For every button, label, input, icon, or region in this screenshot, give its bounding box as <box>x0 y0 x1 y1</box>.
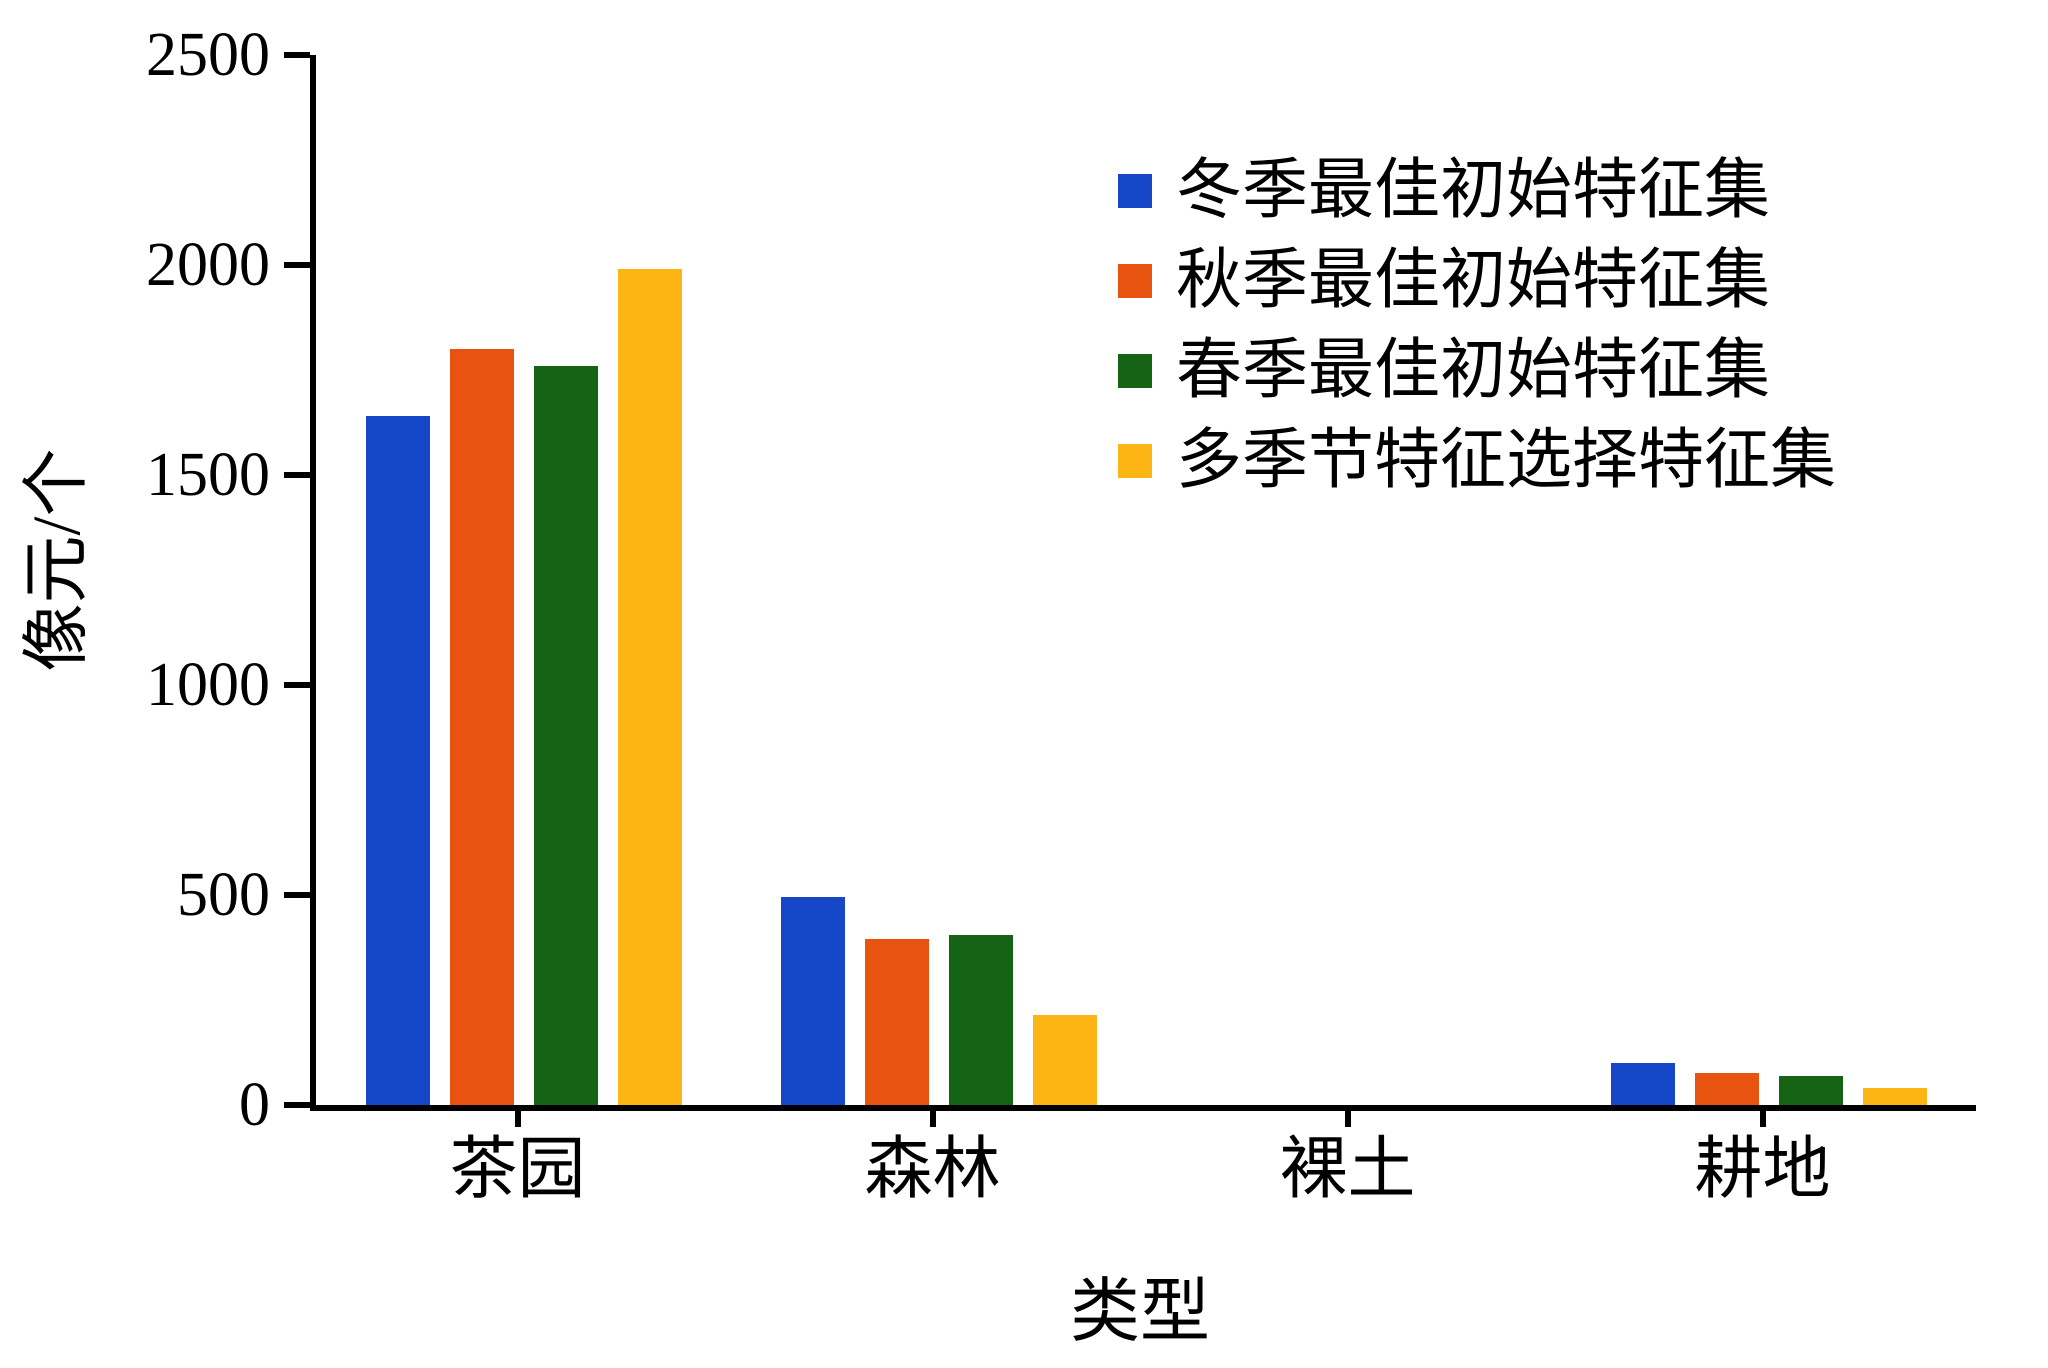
category-label: 茶园 <box>449 1131 586 1207</box>
legend-label: 秋季最佳初始特征集 <box>1176 243 1770 317</box>
category-label: 耕地 <box>1694 1131 1831 1207</box>
bar <box>534 366 598 1105</box>
legend-swatch <box>1118 353 1152 388</box>
bar <box>450 349 514 1105</box>
bar <box>618 269 682 1105</box>
bar <box>1779 1076 1843 1105</box>
bar <box>366 416 430 1105</box>
legend-label: 多季节特征选择特征集 <box>1176 423 1836 497</box>
legend-item: 春季最佳初始特征集 <box>1118 332 1836 410</box>
y-tick-label: 2000 <box>146 231 270 299</box>
y-tick-label: 0 <box>239 1071 270 1139</box>
x-tick-mark <box>514 1111 521 1127</box>
legend-label: 冬季最佳初始特征集 <box>1176 154 1770 227</box>
bar <box>1863 1088 1927 1105</box>
category-label: 森林 <box>864 1131 1001 1207</box>
legend-item: 多季节特征选择特征集 <box>1118 422 1836 500</box>
y-tick-mark <box>284 262 310 268</box>
legend: 冬季最佳初始特征集 秋季最佳初始特征集 春季最佳初始特征集 多季节特征选择特征集 <box>1118 152 1836 500</box>
bar <box>781 897 845 1105</box>
legend-label: 春季最佳初始特征集 <box>1176 333 1770 407</box>
legend-swatch <box>1118 173 1152 208</box>
bar <box>865 939 929 1105</box>
x-axis-title: 类型 <box>1070 1274 1210 1351</box>
legend-item: 秋季最佳初始特征集 <box>1118 242 1836 320</box>
y-tick-label: 1500 <box>146 441 270 509</box>
plot-area <box>310 55 1976 1111</box>
y-tick-label: 1000 <box>146 651 270 719</box>
x-tick-mark <box>1759 1111 1766 1127</box>
legend-swatch <box>1118 443 1152 478</box>
x-tick-mark <box>1344 1111 1351 1127</box>
bar <box>1611 1063 1675 1105</box>
y-tick-label: 2500 <box>146 21 270 89</box>
bar <box>1695 1073 1759 1105</box>
y-tick-label: 500 <box>177 861 270 929</box>
bar <box>949 935 1013 1105</box>
y-tick-mark <box>284 682 310 688</box>
x-tick-mark <box>929 1111 936 1127</box>
y-tick-mark <box>284 472 310 478</box>
legend-item: 冬季最佳初始特征集 <box>1118 152 1836 230</box>
legend-swatch <box>1118 263 1152 298</box>
bar <box>1033 1015 1097 1105</box>
y-tick-mark <box>284 892 310 898</box>
y-tick-mark <box>284 52 310 58</box>
category-label: 裸土 <box>1279 1131 1416 1207</box>
y-tick-mark <box>284 1102 310 1108</box>
